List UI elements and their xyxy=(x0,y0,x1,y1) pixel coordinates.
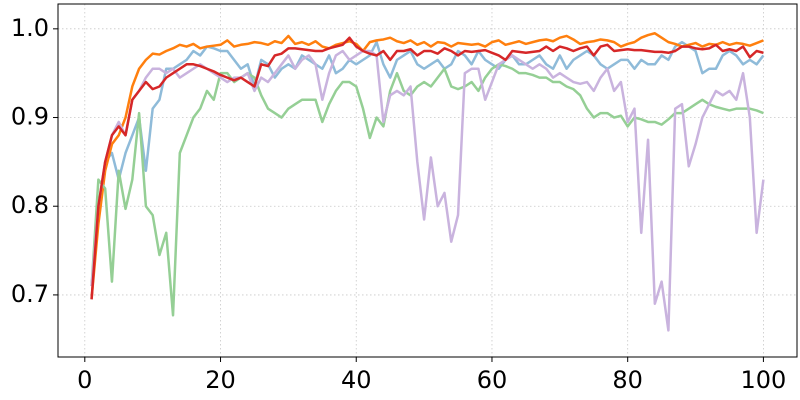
series-line xyxy=(90,63,764,317)
y-tick-label: 0.7 xyxy=(11,280,49,308)
plot-frame xyxy=(57,3,798,358)
series-line xyxy=(90,32,764,299)
y-tick-label: 1.0 xyxy=(11,14,49,42)
series-line xyxy=(90,40,765,287)
x-tick-label: 20 xyxy=(205,366,236,394)
y-tick-label: 0.8 xyxy=(11,191,49,219)
series-line xyxy=(90,36,764,300)
x-tick-label: 40 xyxy=(341,366,372,394)
x-tick-label: 0 xyxy=(77,366,92,394)
x-tick-label: 80 xyxy=(612,366,643,394)
series-line xyxy=(90,49,765,332)
y-tick-label: 0.9 xyxy=(11,103,49,131)
x-tick-label: 60 xyxy=(477,366,508,394)
x-tick-label: 100 xyxy=(741,366,787,394)
